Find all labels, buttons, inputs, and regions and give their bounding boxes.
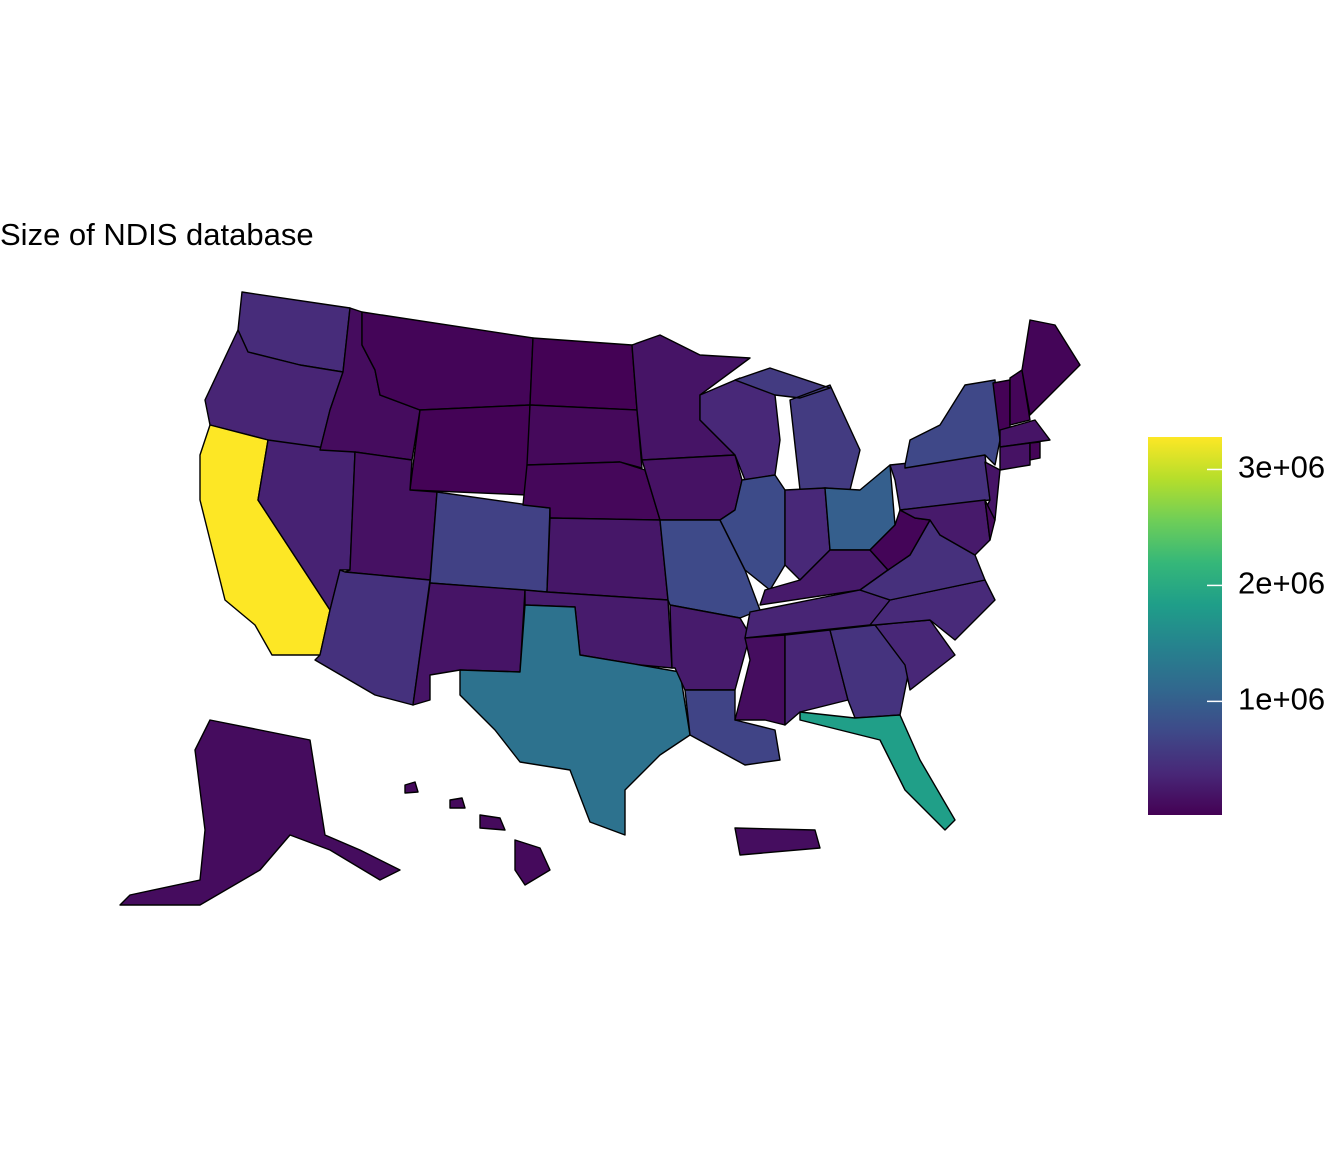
states [119,291,1081,906]
state [526,404,643,469]
color-bar [1148,437,1222,815]
legend-tick-label: 3e+06 [1238,450,1325,485]
state [641,454,743,521]
legend-tick-label: 2e+06 [1238,566,1325,601]
state [784,629,849,726]
state [412,582,526,706]
map-title: Size of NDIS database [0,217,314,252]
state [904,379,1001,469]
state [684,689,781,766]
state [999,419,1051,448]
state [1029,441,1041,461]
state [734,827,821,856]
state [1021,319,1081,416]
state [529,337,638,411]
legend-tick-label: 1e+06 [1238,682,1325,717]
state [409,404,531,496]
state [799,711,956,831]
state [546,517,669,601]
state [404,781,551,886]
state [119,719,401,906]
state [669,604,751,691]
state [429,491,551,593]
state [984,499,996,541]
state [1009,369,1031,426]
state [361,311,534,411]
state [459,604,691,836]
state [999,442,1031,471]
